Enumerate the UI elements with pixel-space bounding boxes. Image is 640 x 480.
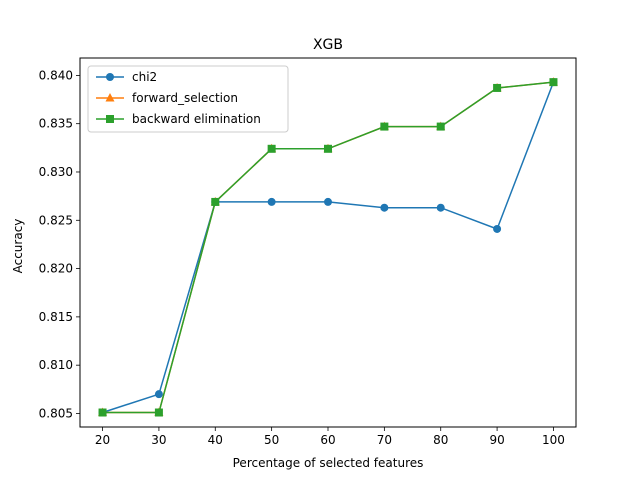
legend-label: backward elimination (132, 112, 261, 126)
y-tick-label: 0.825 (39, 213, 73, 227)
x-tick-label: 100 (542, 433, 565, 447)
data-point (436, 203, 445, 212)
plot-area: 20 30 40 50 60 70 80 90 100 0.805 0.810 0.815 0.820 0… (39, 57, 577, 447)
y-tick-label: 0.815 (39, 310, 73, 324)
legend-label: chi2 (132, 70, 157, 84)
x-axis-label: Percentage of selected features (233, 456, 424, 470)
data-point (154, 408, 163, 417)
legend-item: chi2 (96, 70, 157, 84)
y-axis-label: Accuracy (11, 219, 25, 274)
x-tick-label: 90 (489, 433, 504, 447)
x-tick-label: 40 (208, 433, 223, 447)
legend-box (87, 65, 289, 133)
data-point (267, 144, 276, 153)
x-tick-label: 20 (95, 433, 110, 447)
y-tick-label: 0.830 (39, 165, 73, 179)
data-point (436, 122, 445, 131)
data-point (211, 197, 220, 206)
y-tick-label: 0.840 (39, 68, 73, 82)
data-point (493, 224, 502, 233)
x-tick-label: 80 (433, 433, 448, 447)
x-tick-label: 70 (377, 433, 392, 447)
data-point (324, 144, 332, 153)
y-tick-label: 0.810 (39, 358, 73, 372)
data-point (98, 408, 107, 417)
legend-marker (106, 115, 114, 123)
legend-item: backward elimination (96, 112, 261, 126)
legend-marker (105, 93, 115, 102)
data-point (380, 122, 389, 131)
x-tick-label: 30 (151, 433, 166, 447)
data-point (154, 390, 163, 399)
legend: chi2 forward_selection backward eliminatio… (87, 65, 289, 133)
data-point (549, 78, 558, 87)
chart-title: XGB (313, 37, 343, 53)
x-tick-label: 50 (264, 433, 279, 447)
data-point (380, 203, 389, 212)
data-point (267, 197, 276, 206)
legend-item: forward_selection (96, 91, 238, 105)
y-tick-label: 0.805 (39, 406, 73, 420)
legend-label: forward_selection (132, 91, 238, 105)
series-3 (98, 78, 558, 417)
y-tick-label: 0.835 (39, 117, 73, 131)
data-point (324, 197, 332, 206)
x-tick-label: 60 (320, 433, 335, 447)
data-point (493, 83, 502, 92)
legend-marker (106, 73, 114, 81)
y-tick-label: 0.820 (39, 262, 73, 276)
